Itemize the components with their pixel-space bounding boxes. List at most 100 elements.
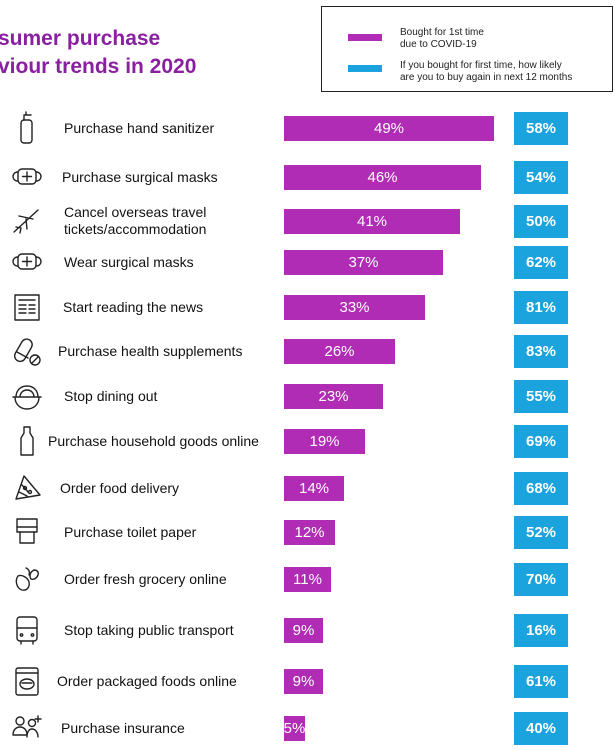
category-label: Purchase toilet paper [64, 524, 196, 541]
bar-first-time: 41% [284, 209, 460, 234]
bar-value-label: 9% [292, 673, 315, 690]
category-label-line: Order fresh grocery online [64, 570, 227, 587]
bottle-icon [10, 424, 44, 458]
legend-label-repeat-line-2: are you to buy again in next 12 months [400, 72, 573, 83]
category-label-line: Cancel overseas travel [64, 204, 207, 220]
category-label: Order fresh grocery online [64, 571, 227, 588]
grocery-icon [10, 562, 44, 596]
bar-value-label: 19% [309, 433, 340, 450]
bar-first-time: 23% [284, 384, 383, 409]
category-label: Purchase hand sanitizer [64, 120, 214, 137]
repeat-value-label: 70% [525, 571, 557, 588]
category-label-line: Start reading the news [63, 298, 204, 315]
category-label: Purchase surgical masks [62, 169, 218, 186]
bar-value-label: 14% [298, 480, 330, 497]
sanitizer-icon [10, 111, 44, 145]
bar-first-time: 11% [284, 567, 331, 592]
bar-first-time: 49% [284, 116, 494, 141]
packaged-food-icon [10, 664, 44, 698]
legend-label-repeat: If you bought for first time, how likely… [400, 60, 572, 84]
repeat-value-label: 16% [525, 622, 557, 639]
mask-icon [10, 160, 44, 194]
category-label-line: Order packaged foods online [57, 672, 237, 689]
insurance-icon [10, 711, 44, 745]
repeat-value-label: 52% [525, 524, 557, 541]
category-label: Purchase insurance [61, 720, 185, 737]
bar-first-time: 37% [284, 250, 443, 275]
repeat-value-label: 50% [525, 213, 557, 230]
category-label-line: tickets/accommodation [64, 221, 207, 237]
category-label-line: Purchase health supplements [58, 342, 243, 359]
pill-icon [10, 334, 44, 368]
pizza-icon [10, 471, 44, 505]
bar-value-label: 37% [348, 254, 379, 271]
dining-icon [10, 379, 44, 413]
legend-label-first-time-line-2: due to COVID-19 [400, 39, 477, 50]
bar-value-label: 26% [324, 343, 355, 360]
repeat-value-box: 16% [514, 614, 568, 647]
repeat-value-label: 62% [525, 254, 557, 271]
chart-title-line-2: viour trends in 2020 [0, 55, 197, 78]
repeat-value-label: 55% [525, 388, 557, 405]
category-label: Stop taking public transport [64, 622, 234, 639]
bar-value-label: 9% [292, 622, 315, 639]
category-label: Purchase health supplements [58, 343, 242, 360]
legend-swatch-first-time [348, 34, 382, 41]
bar-first-time: 12% [284, 520, 335, 545]
category-label: Wear surgical masks [64, 254, 194, 271]
bar-value-label: 12% [294, 524, 325, 541]
toilet-paper-icon [10, 515, 44, 549]
category-label: Purchase household goods online [48, 433, 259, 450]
bar-first-time: 9% [284, 618, 323, 643]
bar-value-label: 23% [318, 388, 349, 405]
category-label-line: Stop dining out [64, 387, 158, 404]
repeat-value-box: 55% [514, 380, 568, 413]
repeat-value-box: 62% [514, 246, 568, 279]
repeat-value-label: 83% [525, 343, 557, 360]
category-label: Start reading the news [63, 299, 203, 316]
repeat-value-box: 81% [514, 291, 568, 324]
repeat-value-box: 68% [514, 472, 568, 505]
bar-first-time: 26% [284, 339, 395, 364]
legend-label-first-time: Bought for 1st time due to COVID-19 [400, 27, 484, 51]
bar-first-time: 9% [284, 669, 323, 694]
repeat-value-box: 52% [514, 516, 568, 549]
category-label-line: Purchase surgical masks [62, 168, 218, 185]
repeat-value-box: 50% [514, 205, 568, 238]
legend-label-repeat-line-1: If you bought for first time, how likely [400, 60, 562, 71]
bar-value-label: 33% [339, 299, 370, 316]
newspaper-icon [10, 290, 44, 324]
bar-value-label: 5% [283, 720, 306, 737]
repeat-value-label: 69% [525, 433, 557, 450]
repeat-value-label: 81% [525, 299, 557, 316]
bar-first-time: 46% [284, 165, 481, 190]
repeat-value-box: 83% [514, 335, 568, 368]
category-label-line: Purchase household goods online [48, 432, 259, 449]
repeat-value-box: 69% [514, 425, 568, 458]
category-label-line: Purchase insurance [61, 719, 185, 736]
category-label-line: Purchase hand sanitizer [64, 119, 215, 136]
repeat-value-label: 40% [525, 720, 557, 737]
repeat-value-label: 68% [525, 480, 557, 497]
bar-value-label: 49% [373, 120, 405, 137]
category-label-line: Purchase toilet paper [64, 523, 197, 540]
category-label: Cancel overseas travel tickets/accommodat… [64, 204, 206, 238]
legend: Bought for 1st time due to COVID-19 If y… [321, 6, 613, 92]
airplane-icon [10, 204, 44, 238]
legend-label-first-time-line-1: Bought for 1st time [400, 27, 484, 38]
bus-icon [10, 613, 44, 647]
bar-value-label: 46% [367, 169, 398, 186]
repeat-value-label: 54% [525, 169, 557, 186]
bar-first-time: 33% [284, 295, 425, 320]
chart-title-line-1: sumer purchase [0, 27, 161, 50]
legend-swatch-repeat [348, 65, 382, 72]
repeat-value-box: 61% [514, 665, 568, 698]
bar-value-label: 11% [293, 571, 322, 588]
category-label-line: Order food delivery [60, 479, 180, 496]
category-label: Order packaged foods online [57, 673, 237, 690]
category-label: Order food delivery [60, 480, 179, 497]
repeat-value-box: 58% [514, 112, 568, 145]
bar-first-time: 14% [284, 476, 344, 501]
repeat-value-box: 70% [514, 563, 568, 596]
category-label-line: Stop taking public transport [64, 621, 234, 638]
